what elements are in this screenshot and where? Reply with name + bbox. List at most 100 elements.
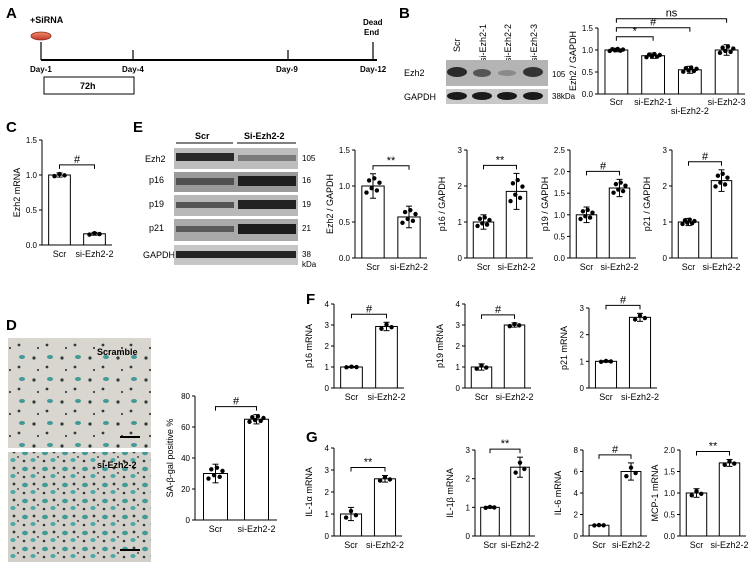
bar (714, 49, 739, 95)
data-point (364, 190, 369, 195)
significance-bracket (372, 165, 410, 170)
x-tick-label: Scr (366, 262, 380, 272)
blot-row-label: Ezh2 (145, 154, 166, 164)
data-point (62, 173, 67, 178)
data-point (689, 65, 694, 70)
panel-label-a: A (6, 5, 17, 22)
y-axis-label: Ezh2 mRNA (12, 168, 22, 218)
y-tick-label: 0 (466, 532, 471, 541)
blot-marker: 38kDa (552, 92, 576, 101)
data-point (379, 326, 384, 331)
data-point (400, 220, 405, 225)
blot-marker: 21 (302, 224, 311, 233)
y-tick-label: 2.0 (664, 446, 676, 455)
data-point (217, 474, 222, 480)
data-point (727, 459, 732, 464)
x-tick-label: si-Ezh2-2 (367, 392, 405, 402)
significance-label: * (633, 26, 638, 38)
y-tick-label: 0.5 (554, 232, 566, 241)
significance-label: ** (387, 155, 396, 167)
bar (641, 55, 666, 95)
x-tick-label: Scr (690, 540, 704, 550)
significance-bracket (615, 18, 728, 23)
y-tick-label: 4 (325, 444, 330, 453)
x-tick-label: Scr (475, 392, 489, 402)
chart-E3: 0.0 0.5 1.0 1.5 2.0 2.5 p19 / GAPDH Scr si-Ezh2-… (540, 146, 639, 272)
y-axis-label: SA-β-gal positive % (165, 419, 175, 498)
data-point (720, 171, 725, 176)
blot-marker: 19 (302, 200, 311, 209)
panel-d-micrographs: D Scramble si-Ezh2-2 (6, 317, 151, 562)
significance-bracket (586, 170, 620, 176)
data-point (369, 186, 374, 191)
x-tick-label: si-Ezh2-2 (237, 524, 275, 534)
day-label-12: Day-12 (360, 65, 387, 74)
data-point (372, 176, 377, 181)
data-point (510, 181, 516, 186)
y-tick-label: 2.0 (554, 168, 566, 177)
data-point (578, 216, 583, 222)
y-tick-label: 0.0 (554, 254, 566, 263)
y-tick-label: 0 (325, 384, 330, 393)
y-tick-label: 1.0 (554, 211, 566, 220)
y-tick-label: 0.5 (582, 68, 594, 77)
data-point (343, 515, 349, 520)
data-point (512, 321, 517, 327)
x-tick-label: Scr (599, 392, 613, 402)
y-axis-label: Ezh2 / GAPDH (325, 174, 335, 234)
significance-label: ** (501, 438, 510, 450)
significance-bracket (483, 164, 517, 170)
data-point (209, 467, 214, 472)
data-point (628, 465, 634, 470)
y-tick-label: 8 (574, 446, 579, 455)
data-point (723, 48, 728, 54)
data-point (616, 187, 621, 192)
y-tick-label: 3 (663, 146, 668, 155)
duration-label: 72h (80, 81, 96, 91)
panel-b-blot: B Scr si-Ezh2-1 si-Ezh2-2 si-Ezh2-3 Ezh2… (399, 5, 576, 104)
significance-label: # (702, 151, 709, 163)
data-point (580, 209, 586, 214)
y-tick-label: 1.5 (664, 468, 676, 477)
y-tick-label: 2 (458, 182, 463, 191)
y-tick-label: 0.0 (664, 532, 676, 541)
y-axis-label: p16 mRNA (304, 324, 314, 368)
significance-bracket (598, 454, 632, 459)
y-axis-label: Ezh2 / GAPDH (568, 31, 578, 91)
chart-E1: 0.0 0.5 1.0 1.5 Ezh2 / GAPDH Scr si-Ezh2-2 ** (325, 146, 428, 272)
blot-row-label: p16 (149, 175, 164, 185)
data-point (694, 66, 699, 72)
micrograph-label: Scramble (97, 347, 138, 357)
bar (677, 221, 700, 259)
blot-group-label: Si-Ezh2-2 (244, 131, 285, 141)
blot-row-label: p21 (149, 223, 164, 233)
y-tick-label: 3 (325, 466, 330, 475)
chart-G3: 0 2 4 6 8 IL-6 mRNA Scr si-Ezh2-2 # (553, 444, 650, 550)
data-point (366, 178, 372, 183)
data-point (252, 417, 258, 423)
y-tick-label: 1.5 (582, 24, 594, 33)
y-tick-label: 0 (186, 516, 191, 525)
data-point (57, 171, 62, 177)
y-axis-label: MCP-1 mRNA (650, 464, 660, 521)
blot-strip-gapdh (446, 89, 548, 104)
data-point (261, 415, 266, 421)
data-point (87, 232, 92, 237)
data-point (694, 488, 699, 494)
data-point (480, 221, 485, 226)
y-tick-label: 4 (325, 300, 330, 309)
data-point (484, 222, 490, 227)
data-point (620, 47, 626, 52)
significance-label: ** (364, 457, 373, 469)
data-point (487, 504, 493, 510)
x-tick-label: Scr (610, 97, 624, 107)
y-tick-label: 0.0 (582, 90, 594, 99)
y-tick-label: 1 (663, 218, 668, 227)
bar (340, 366, 363, 389)
y-tick-label: 1 (580, 357, 585, 366)
data-point (258, 418, 263, 424)
data-point (687, 217, 692, 222)
data-point (632, 317, 638, 322)
y-tick-label: 0 (325, 532, 330, 541)
